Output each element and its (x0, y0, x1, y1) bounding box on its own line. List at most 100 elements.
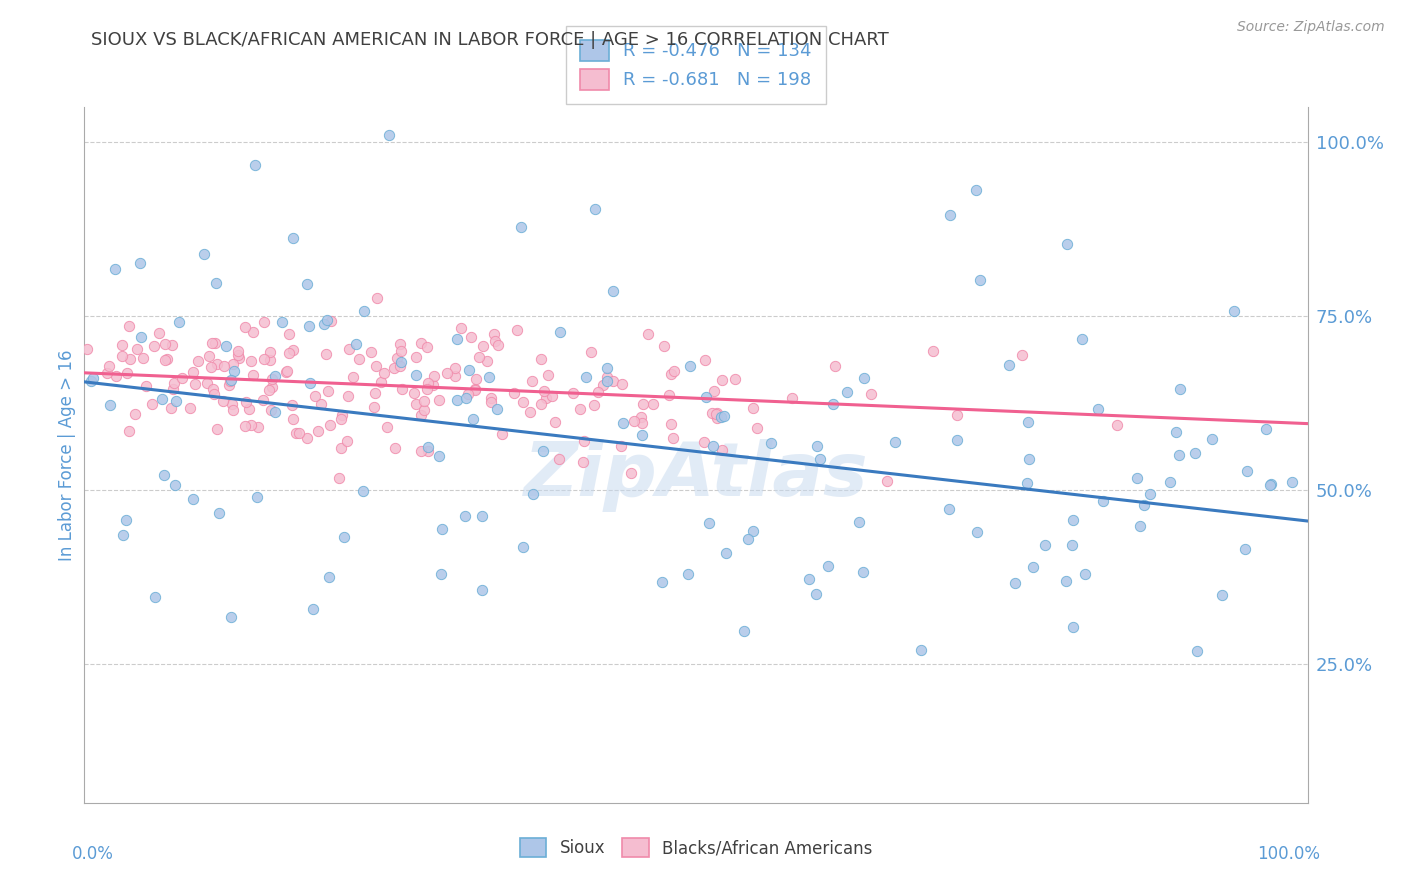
Point (1018, 452, 1040, 467)
Point (117, 424, 139, 438)
Point (160, 338, 183, 352)
Point (1060, 538, 1083, 552)
Point (512, 540, 534, 554)
Point (568, 401, 591, 416)
Point (835, 384, 858, 399)
Point (1159, 475, 1181, 490)
Point (1139, 487, 1161, 501)
Point (1021, 559, 1043, 574)
Point (118, 318, 141, 333)
Point (389, 343, 412, 358)
Point (412, 394, 434, 409)
Legend: Sioux, Blacks/African Americans: Sioux, Blacks/African Americans (513, 831, 879, 864)
Point (260, 403, 283, 417)
Point (1170, 382, 1192, 396)
Point (150, 392, 173, 406)
Point (124, 408, 146, 422)
Point (315, 347, 337, 361)
Point (222, 357, 245, 371)
Point (713, 409, 735, 423)
Point (347, 351, 370, 366)
Point (1201, 433, 1223, 447)
Point (143, 339, 166, 353)
Point (205, 277, 228, 291)
Point (167, 315, 190, 329)
Point (706, 406, 728, 420)
Point (128, 256, 150, 270)
Point (280, 398, 302, 412)
Point (411, 444, 433, 458)
Point (259, 352, 281, 367)
Point (512, 395, 534, 409)
Point (537, 368, 560, 382)
Point (969, 273, 991, 287)
Point (703, 384, 725, 398)
Point (318, 384, 340, 398)
Point (472, 338, 495, 352)
Point (1126, 471, 1149, 485)
Point (181, 365, 204, 379)
Point (475, 354, 498, 368)
Point (1185, 644, 1208, 658)
Point (281, 412, 304, 426)
Point (921, 343, 943, 358)
Point (364, 386, 387, 401)
Point (382, 361, 405, 376)
Point (709, 409, 731, 424)
Point (596, 361, 619, 376)
Point (446, 332, 468, 346)
Point (260, 372, 283, 386)
Point (745, 421, 768, 435)
Point (536, 391, 558, 405)
Point (1260, 477, 1282, 491)
Point (486, 401, 509, 416)
Point (337, 389, 360, 403)
Point (242, 326, 264, 340)
Point (301, 602, 323, 616)
Point (596, 374, 619, 388)
Point (104, 261, 127, 276)
Point (522, 487, 544, 501)
Point (378, 128, 401, 142)
Point (808, 452, 831, 467)
Point (679, 359, 702, 374)
Point (98, 359, 121, 373)
Point (700, 406, 723, 420)
Point (304, 389, 326, 403)
Point (278, 326, 301, 341)
Point (631, 427, 654, 442)
Point (1087, 401, 1109, 416)
Point (226, 344, 249, 359)
Point (543, 416, 565, 430)
Point (678, 566, 700, 581)
Point (486, 338, 509, 352)
Point (444, 368, 467, 383)
Point (76, 343, 98, 357)
Point (416, 340, 439, 354)
Point (111, 528, 134, 542)
Point (806, 439, 828, 453)
Point (733, 624, 755, 638)
Point (592, 377, 614, 392)
Point (651, 574, 673, 589)
Point (479, 395, 502, 409)
Point (259, 345, 281, 359)
Point (195, 376, 218, 391)
Point (724, 372, 747, 386)
Point (464, 384, 486, 398)
Point (205, 422, 228, 436)
Point (579, 345, 602, 359)
Point (1017, 415, 1039, 429)
Point (848, 516, 870, 530)
Point (574, 434, 596, 448)
Point (298, 319, 321, 334)
Point (215, 339, 238, 353)
Point (533, 384, 555, 398)
Point (464, 382, 486, 396)
Point (602, 374, 624, 388)
Point (530, 397, 553, 411)
Point (427, 449, 450, 463)
Point (409, 335, 432, 350)
Point (404, 385, 426, 400)
Point (797, 572, 820, 586)
